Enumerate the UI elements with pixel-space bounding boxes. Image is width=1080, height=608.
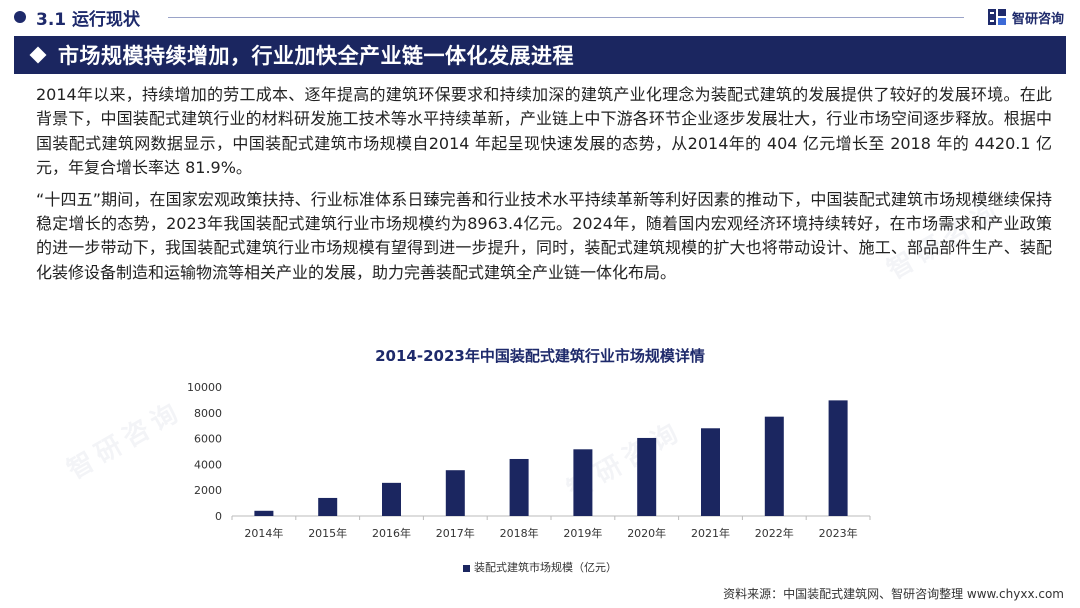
paragraph: 2014年以来，持续增加的劳工成本、逐年提高的建筑环保要求和持续加深的建筑产业化… [36,85,1052,178]
y-tick-label: 10000 [187,381,222,394]
x-tick-label: 2017年 [436,526,475,540]
x-tick-label: 2020年 [627,526,666,540]
legend-label: 装配式建筑市场规模（亿元） [474,561,617,574]
x-tick-label: 2018年 [500,526,539,540]
x-tick-label: 2023年 [819,526,858,540]
y-tick-label: 2000 [194,484,222,497]
diamond-icon [29,46,47,64]
dot-icon [14,11,26,23]
brand: 智研咨询 [987,7,1064,27]
bar [509,458,529,516]
paragraph: “十四五”期间，在国家宏观政策扶持、行业标准体系日臻完善和行业技术水平持续革新等… [36,189,1052,282]
y-tick-label: 6000 [194,433,222,446]
y-tick-label: 4000 [194,458,222,471]
bar [445,470,465,516]
headline-banner: 市场规模持续增加，行业加快全产业链一体化发展进程 [14,36,1066,74]
divider [168,17,964,18]
legend-swatch [463,564,470,572]
brand-name: 智研咨询 [1011,11,1064,27]
headline-text: 市场规模持续增加，行业加快全产业链一体化发展进程 [58,44,574,68]
body-text: 2014年以来，持续增加的劳工成本、逐年提高的建筑环保要求和持续加深的建筑产业化… [36,83,1052,292]
zhiyan-logo-icon [987,9,1006,25]
x-tick-label: 2022年 [755,526,794,540]
bar [254,510,274,516]
section-label: 3.1 运行现状 [36,10,141,30]
x-tick-label: 2016年 [372,526,411,540]
y-tick-label: 8000 [194,407,222,420]
y-tick-label: 0 [215,510,222,523]
bar-chart: 0 2000 4000 6000 8000 10000 2014年 2015年 2016年 201… [187,381,871,540]
x-tick-label: 2021年 [691,526,730,540]
bar [573,449,593,516]
bar [701,428,720,516]
bar [382,482,401,516]
bar [828,400,848,516]
top-bar: 3.1 运行现状 智研咨询 [0,0,1080,34]
x-tick-label: 2019年 [563,526,602,540]
x-tick-label: 2014年 [244,526,283,540]
chart-legend: 装配式建筑市场规模（亿元） [0,559,1080,575]
bar [637,437,657,516]
bar [318,497,338,516]
bar [764,416,784,516]
x-tick-label: 2015年 [308,526,347,540]
source-note: 资料来源：中国装配式建筑网、智研咨询整理 www.chyxx.com [723,587,1064,601]
chart-title: 2014-2023年中国装配式建筑行业市场规模详情 [375,347,705,365]
